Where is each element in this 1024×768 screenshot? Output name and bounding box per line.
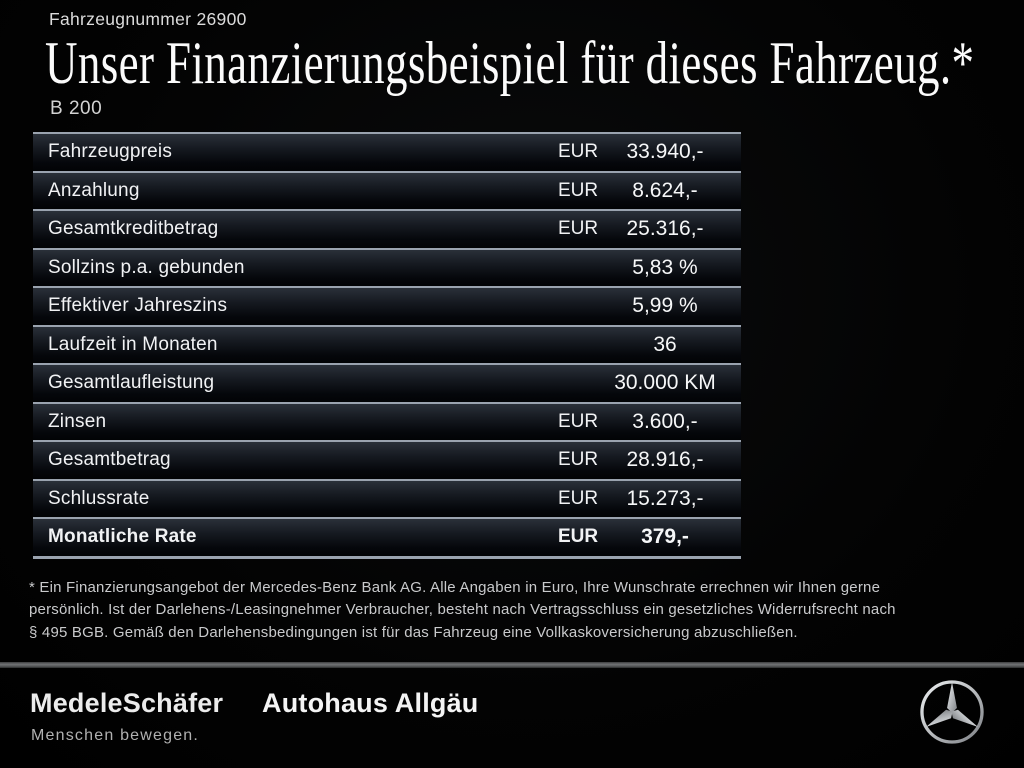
row-label: Gesamtbetrag	[48, 449, 171, 471]
row-currency: EUR	[558, 526, 599, 548]
row-label: Gesamtlaufleistung	[48, 372, 215, 394]
row-value: 30.000 KM	[614, 371, 716, 395]
row-value: 33.940,-	[626, 140, 704, 164]
mercedes-star-icon	[919, 679, 985, 745]
table-row: Schlussrate EUR 15.273,-	[33, 478, 741, 517]
vehicle-model: B 200	[50, 98, 103, 119]
row-value: 36	[653, 332, 677, 356]
table-row: Monatliche Rate EUR 379,-	[33, 517, 741, 556]
footer-divider	[0, 662, 1024, 668]
footnote: * Ein Finanzierungsangebot der Mercedes-…	[29, 577, 896, 644]
row-value: 25.316,-	[626, 217, 704, 241]
vehicle-number: Fahrzeugnummer 26900	[49, 9, 247, 29]
table-row: Gesamtbetrag EUR 28.916,-	[33, 440, 741, 479]
finance-table: Fahrzeugpreis EUR 33.940,- Anzahlung EUR…	[33, 132, 741, 559]
table-row: Gesamtkreditbetrag EUR 25.316,-	[33, 209, 741, 248]
table-row: Sollzins p.a. gebunden 5,83 %	[33, 247, 741, 286]
row-currency: EUR	[558, 410, 599, 432]
row-value: 3.600,-	[632, 409, 698, 433]
row-value: 28.916,-	[626, 448, 704, 472]
dealer-tagline: Menschen bewegen.	[31, 727, 200, 744]
row-label: Fahrzeugpreis	[48, 141, 173, 163]
row-label: Sollzins p.a. gebunden	[48, 256, 245, 278]
row-currency: EUR	[558, 487, 599, 509]
table-row: Anzahlung EUR 8.624,-	[33, 170, 741, 209]
table-row: Effektiver Jahreszins 5,99 %	[33, 286, 741, 325]
row-label: Anzahlung	[48, 179, 140, 201]
dealer-logo-autohaus-allgaeu: Autohaus Allgäu	[262, 688, 479, 718]
page-title: Unser Finanzierungsbeispiel für dieses F…	[45, 30, 975, 96]
row-label: Zinsen	[48, 410, 107, 432]
row-value: 5,99 %	[632, 294, 698, 318]
row-currency: EUR	[558, 449, 599, 471]
row-value: 15.273,-	[626, 486, 704, 510]
row-value: 5,83 %	[632, 255, 698, 279]
table-row: Fahrzeugpreis EUR 33.940,-	[33, 132, 741, 171]
footnote-line-2: persönlich. Ist der Darlehens-/Leasingne…	[29, 601, 896, 619]
footnote-line-3: § 495 BGB. Gemäß den Darlehensbedingunge…	[29, 623, 798, 641]
dealer-logo-medeleschaefer: MedeleSchäfer	[30, 688, 224, 718]
row-value: 8.624,-	[632, 178, 698, 202]
table-row: Zinsen EUR 3.600,-	[33, 401, 741, 440]
row-label: Gesamtkreditbetrag	[48, 218, 219, 240]
row-currency: EUR	[558, 141, 599, 163]
row-label: Schlussrate	[48, 487, 150, 509]
row-value: 379,-	[641, 525, 689, 549]
row-label: Laufzeit in Monaten	[48, 333, 218, 355]
table-row: Gesamtlaufleistung 30.000 KM	[33, 363, 741, 402]
row-label: Effektiver Jahreszins	[48, 295, 228, 317]
table-row: Laufzeit in Monaten 36	[33, 324, 741, 363]
row-label: Monatliche Rate	[48, 526, 197, 548]
row-currency: EUR	[558, 218, 599, 240]
footnote-line-1: * Ein Finanzierungsangebot der Mercedes-…	[29, 579, 881, 596]
row-currency: EUR	[558, 179, 599, 201]
